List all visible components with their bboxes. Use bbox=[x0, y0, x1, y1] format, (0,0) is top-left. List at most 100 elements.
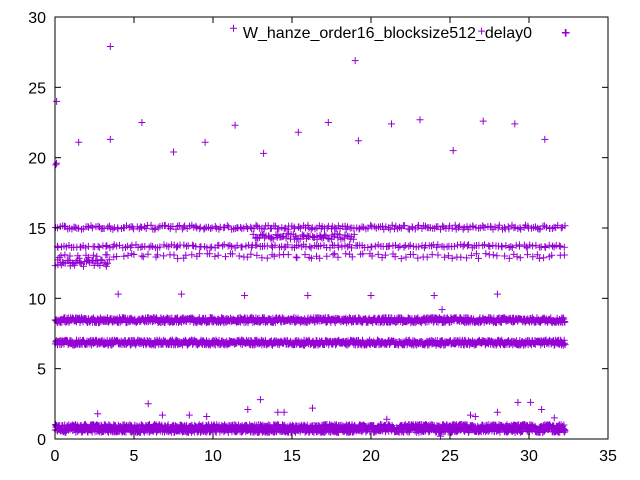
x-tick-label: 35 bbox=[599, 448, 617, 465]
data-point bbox=[231, 121, 239, 129]
data-point bbox=[323, 252, 331, 260]
data-point bbox=[434, 251, 442, 259]
data-point bbox=[513, 253, 521, 261]
data-point bbox=[304, 292, 312, 299]
data-point bbox=[541, 222, 549, 230]
data-point bbox=[307, 254, 315, 262]
data-point bbox=[71, 223, 79, 231]
data-point bbox=[550, 414, 558, 422]
data-point bbox=[556, 243, 564, 250]
data-point bbox=[469, 223, 477, 231]
data-point bbox=[75, 138, 83, 146]
data-point bbox=[295, 223, 303, 231]
data-point bbox=[449, 147, 457, 155]
data-point bbox=[560, 421, 568, 429]
data-point bbox=[161, 221, 169, 229]
data-point bbox=[233, 241, 241, 249]
data-point bbox=[96, 262, 104, 269]
y-tick-label: 30 bbox=[28, 10, 46, 27]
data-point bbox=[180, 223, 188, 231]
data-point bbox=[269, 235, 277, 243]
data-point bbox=[214, 251, 222, 259]
data-point bbox=[542, 223, 550, 231]
data-point bbox=[385, 224, 392, 232]
x-tick-label: 10 bbox=[204, 448, 222, 465]
data-point bbox=[274, 408, 282, 416]
data-point bbox=[243, 253, 251, 261]
data-point bbox=[348, 244, 355, 252]
data-point bbox=[396, 223, 403, 231]
data-point bbox=[505, 225, 513, 233]
data-point bbox=[301, 251, 309, 259]
data-point bbox=[254, 234, 262, 242]
data-point bbox=[94, 243, 102, 250]
data-point bbox=[235, 252, 243, 260]
data-point bbox=[158, 411, 166, 419]
data-point bbox=[545, 241, 553, 249]
data-point bbox=[196, 223, 204, 231]
data-point bbox=[414, 223, 422, 231]
data-point bbox=[541, 135, 549, 143]
data-point bbox=[105, 256, 113, 264]
data-point bbox=[271, 241, 279, 249]
data-point bbox=[230, 24, 237, 32]
data-point bbox=[560, 243, 568, 251]
data-point bbox=[53, 97, 61, 105]
data-point bbox=[294, 128, 302, 136]
data-point bbox=[270, 252, 278, 260]
data-point bbox=[66, 252, 74, 260]
data-point bbox=[170, 251, 178, 259]
x-tick-label: 30 bbox=[520, 448, 538, 465]
data-point bbox=[463, 242, 471, 250]
data-point bbox=[247, 223, 255, 231]
data-point bbox=[100, 225, 108, 232]
data-point bbox=[284, 251, 292, 259]
data-point bbox=[486, 243, 494, 250]
data-point bbox=[401, 222, 409, 230]
data-point bbox=[502, 242, 510, 250]
data-point bbox=[549, 242, 556, 250]
data-point bbox=[291, 225, 299, 233]
data-point bbox=[540, 254, 548, 262]
data-point bbox=[511, 120, 519, 128]
data-point bbox=[100, 259, 108, 267]
data-point bbox=[381, 251, 389, 259]
data-point bbox=[201, 138, 209, 146]
x-tick-label: 15 bbox=[283, 448, 301, 465]
data-point bbox=[114, 290, 122, 298]
data-point bbox=[106, 43, 114, 50]
data-point bbox=[185, 411, 193, 419]
data-point bbox=[206, 250, 214, 258]
data-point bbox=[183, 242, 190, 250]
data-point bbox=[331, 224, 339, 232]
data-point bbox=[374, 250, 382, 258]
data-point bbox=[467, 411, 474, 419]
data-point bbox=[448, 224, 456, 232]
x-tick-label: 25 bbox=[441, 448, 459, 465]
data-point bbox=[522, 243, 530, 251]
data-point bbox=[201, 224, 209, 232]
data-point bbox=[147, 221, 155, 229]
data-point bbox=[555, 242, 563, 250]
data-point bbox=[491, 223, 499, 231]
data-point bbox=[223, 222, 231, 230]
data-point bbox=[138, 252, 146, 260]
data-point bbox=[141, 243, 149, 250]
data-point bbox=[383, 415, 391, 423]
data-point bbox=[524, 251, 531, 259]
data-point bbox=[367, 292, 375, 299]
data-point bbox=[400, 243, 408, 251]
data-point bbox=[342, 250, 350, 258]
data-point bbox=[144, 400, 152, 408]
y-tick-label: 20 bbox=[28, 151, 46, 168]
x-tick-label: 5 bbox=[130, 448, 139, 465]
data-point bbox=[94, 410, 102, 418]
data-point bbox=[88, 224, 96, 232]
data-point bbox=[203, 413, 211, 420]
data-point bbox=[292, 253, 300, 261]
data-point bbox=[120, 252, 128, 260]
data-point bbox=[463, 254, 471, 262]
y-tick-label: 25 bbox=[28, 80, 46, 97]
data-point bbox=[472, 250, 480, 258]
data-point bbox=[53, 159, 61, 167]
